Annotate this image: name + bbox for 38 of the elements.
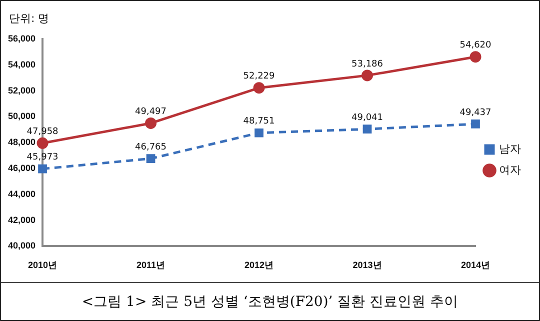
point [38, 164, 47, 174]
y-tick-label: 50,000 [8, 111, 36, 122]
data-label: 49,041 [352, 112, 384, 123]
point [362, 124, 372, 134]
x-tick-label: 2014년 [460, 260, 490, 270]
legend-label: 여자 [499, 164, 521, 177]
data-label: 54,620 [460, 40, 492, 51]
data-label: 48,751 [243, 116, 275, 127]
data-label: 45,973 [26, 152, 58, 163]
point [254, 128, 264, 138]
x-tick-label: 2013년 [352, 260, 382, 270]
y-tick-label: 54,000 [8, 59, 36, 70]
y-tick-label: 44,000 [8, 188, 36, 199]
text: <그림 1> 최근 5년 성별 ‘조현병(F20)’ 질환 진료인원 추이 [1, 282, 539, 321]
point [36, 137, 48, 149]
data-label: 53,186 [352, 59, 384, 70]
legend-label: 남자 [499, 144, 521, 156]
y-tick-label: 56,000 [8, 33, 36, 44]
point [471, 120, 480, 128]
y-tick-label: 42,000 [8, 214, 36, 225]
data-label: 52,229 [243, 72, 276, 82]
point [362, 70, 374, 82]
data-label: 47,958 [26, 126, 59, 137]
y-tick-label: 46,000 [8, 162, 36, 173]
y-tick-label: 52,000 [8, 85, 36, 96]
y-tick-label: 40,000 [8, 240, 36, 251]
data-label: 49,437 [460, 108, 492, 118]
data-label: 46,765 [135, 142, 167, 152]
point [145, 117, 157, 129]
data-label: 49,497 [135, 107, 167, 118]
y-tick-label: 48,000 [8, 137, 36, 148]
point [470, 51, 482, 63]
point [253, 82, 265, 94]
y-axis-title: 단위: 명 [9, 11, 50, 26]
x-tick-label: 2010년 [28, 260, 58, 270]
point [146, 154, 156, 164]
x-tick-label: 2011년 [136, 260, 166, 270]
x-tick-label: 2012년 [244, 260, 274, 270]
